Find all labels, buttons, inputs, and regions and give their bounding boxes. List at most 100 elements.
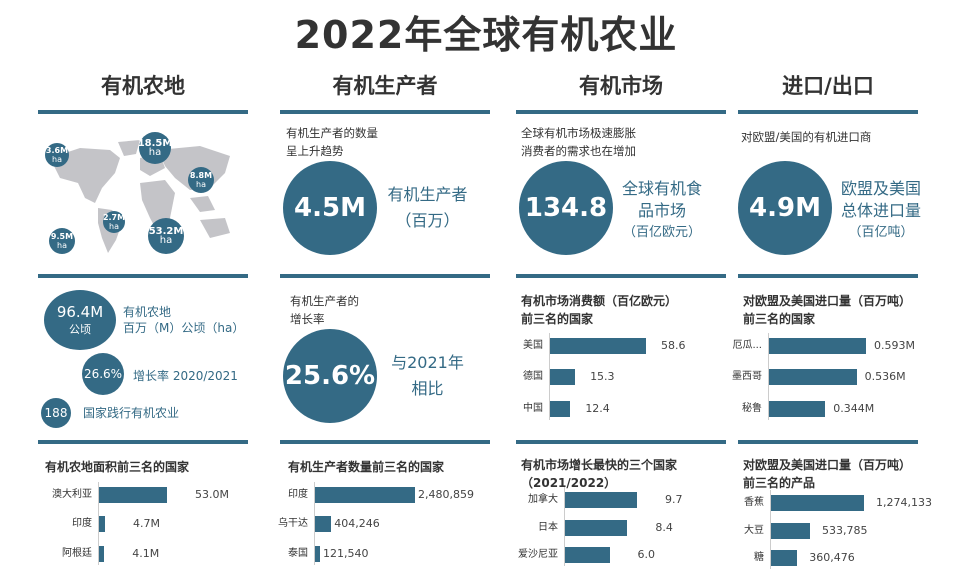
bar-value-label: 121,540	[323, 547, 369, 560]
land-area-unit: 公顷	[69, 323, 91, 336]
imports-caption-line: 欧盟及美国	[840, 179, 921, 198]
market-caption-line: 全球有机食	[621, 179, 702, 198]
market-intro-line: 全球有机市场极速膨胀	[521, 126, 636, 140]
bar-category-label: 厄瓜...	[732, 340, 762, 351]
producers-growth-intro-line: 增长率	[290, 312, 325, 326]
divider	[516, 440, 726, 444]
countries-bubble: 188	[41, 398, 71, 428]
map-region-bubble: 18.5M ha	[137, 132, 173, 164]
bar-category-label: 大豆	[744, 525, 764, 536]
chart-title: 有机生产者数量前三名的国家	[288, 460, 445, 474]
bar	[315, 516, 332, 532]
bar-category-label: 香蕉	[744, 497, 764, 508]
divider	[516, 274, 726, 278]
bar	[769, 401, 826, 417]
bar	[99, 487, 167, 503]
map-bubble-value: 2.7M	[102, 213, 126, 222]
bar-value-label: 15.3	[590, 370, 615, 383]
map-bubble-unit: ha	[52, 155, 62, 164]
bar-category-label: 日本	[538, 522, 558, 533]
bar-value-label: 4.1M	[132, 547, 160, 560]
divider	[738, 110, 918, 114]
bar	[769, 369, 857, 385]
land-area-value: 96.4M	[56, 303, 104, 321]
bar	[99, 516, 106, 532]
bar	[550, 338, 646, 354]
producers-growth-caption-line: 与2021年	[391, 353, 464, 372]
divider	[516, 110, 726, 114]
bar	[565, 547, 610, 563]
bar-category-label: 德国	[523, 371, 543, 382]
imports-intro: 对欧盟/美国的有机进口商	[741, 130, 872, 144]
bar-value-label: 2,480,859	[418, 488, 474, 501]
page-title: 2022年全球有机农业	[294, 13, 678, 57]
market-caption: 全球有机食 品市场 （百亿欧元）	[612, 178, 712, 244]
map-region-bubble: 3.6M ha	[45, 143, 69, 167]
bar-value-label: 58.6	[661, 339, 686, 352]
bar	[550, 369, 576, 385]
countries-label: 国家践行有机农业	[83, 406, 180, 420]
chart-title: 有机市场消费额（百亿欧元）	[521, 294, 678, 308]
land-area-unit-label: 百万（M）公顷（ha）	[123, 321, 245, 335]
bar-value-label: 404,246	[334, 517, 380, 530]
bar	[550, 401, 571, 417]
bar-value-label: 9.7	[665, 493, 683, 506]
bar-value-label: 0.344M	[833, 402, 875, 415]
bar-value-label: 1,274,133	[876, 496, 932, 509]
map-bubble-unit: ha	[109, 222, 119, 231]
market-intro: 全球有机市场极速膨胀 消费者的需求也在增加	[521, 124, 636, 160]
chart-title: 有机市场增长最快的三个国家	[521, 458, 678, 472]
imports-caption: 欧盟及美国 总体进口量 （百亿吨）	[836, 178, 926, 244]
bar-category-label: 秘鲁	[742, 403, 762, 414]
bar-value-label: 12.4	[585, 402, 610, 415]
bar-category-label: 乌干达	[278, 518, 308, 529]
bar-category-label: 加拿大	[528, 494, 558, 505]
bar-value-label: 8.4	[655, 521, 673, 534]
land-area-label: 有机农地	[123, 305, 172, 319]
producers-bubble: 4.5M	[283, 161, 377, 255]
bar-value-label: 360,476	[809, 551, 855, 564]
market-caption-unit: （百亿欧元）	[622, 225, 701, 240]
producers-growth-caption-line: 相比	[411, 379, 444, 398]
bar	[771, 495, 864, 511]
producers-growth-intro: 有机生产者的 增长率	[290, 292, 359, 328]
bar	[771, 550, 798, 566]
map-bubble-unit: ha	[57, 241, 67, 250]
bar-category-label: 澳大利亚	[52, 489, 92, 500]
divider	[38, 110, 248, 114]
chart-title: 对欧盟及美国进口量（百万吨）	[743, 458, 912, 472]
map-region-bubble: 53.2M ha	[148, 218, 184, 254]
bar-value-label: 533,785	[821, 524, 868, 537]
growth-bubble: 26.6%	[82, 353, 124, 395]
chart-axis	[768, 333, 769, 420]
producers-intro-line: 呈上升趋势	[286, 144, 344, 158]
producers-caption-line: （百万）	[395, 211, 460, 230]
map-bubble-unit: ha	[196, 180, 206, 189]
column-heading-land: 有机农地	[101, 74, 185, 98]
map-bubble-unit: ha	[159, 235, 173, 246]
imports-bubble: 4.9M	[738, 161, 832, 255]
producers-caption-line: 有机生产者	[387, 185, 468, 204]
divider	[38, 440, 248, 444]
bar	[771, 523, 810, 539]
divider	[738, 274, 918, 278]
bar-category-label: 糖	[754, 552, 764, 563]
map-bubble-value: 18.5M	[137, 138, 173, 149]
map-bubble-value: 53.2M	[148, 226, 184, 237]
bar-value-label: 0.593M	[874, 339, 915, 352]
bar	[99, 546, 105, 562]
divider	[280, 110, 490, 114]
divider	[738, 440, 918, 444]
bar	[565, 492, 637, 508]
bar-category-label: 墨西哥	[732, 371, 762, 382]
land-area-bubble: 96.4M 公顷	[44, 290, 116, 350]
imports-caption-unit: （百亿吨）	[848, 225, 914, 240]
map-bubble-value: 9.5M	[50, 232, 74, 241]
map-region-bubble: 9.5M ha	[49, 228, 75, 254]
bar-category-label: 美国	[523, 340, 543, 351]
bar-value-label: 6.0	[637, 548, 656, 561]
map-bubble-value: 3.6M	[45, 146, 69, 155]
divider	[38, 274, 248, 278]
chart-subtitle: 前三名的产品	[743, 476, 816, 490]
